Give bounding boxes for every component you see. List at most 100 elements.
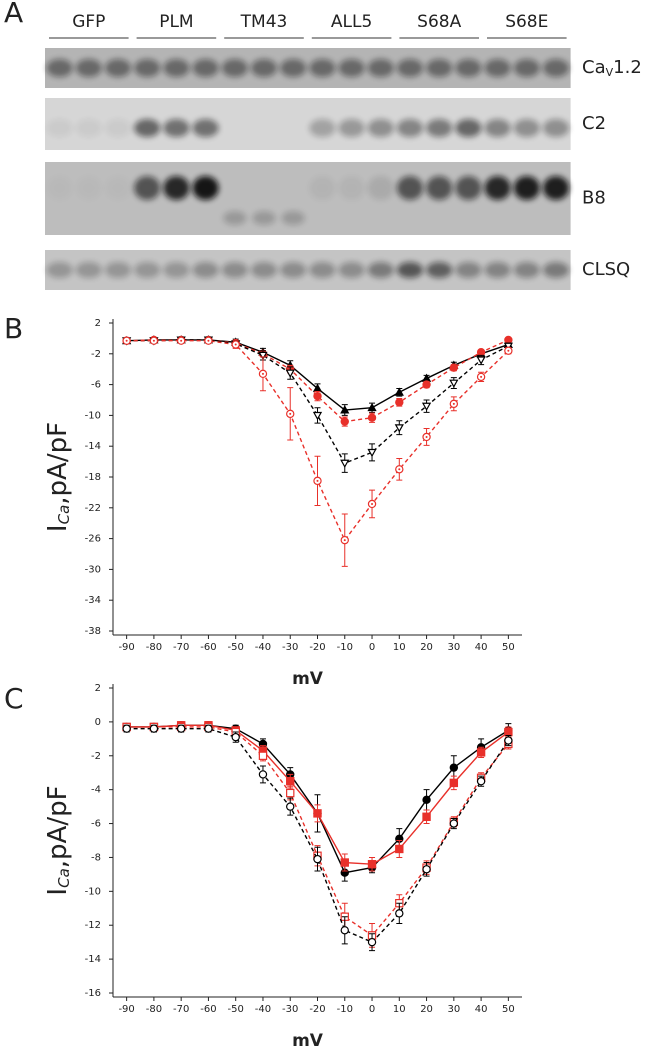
y-tick-label: 0 (95, 717, 101, 728)
x-tick-label: -60 (200, 642, 216, 653)
western-blot: GFP PLM TM43 ALL5 S68A S68E CaV1.2 C2 B8 CLSQ (45, 12, 642, 290)
blot-strip (45, 98, 571, 150)
blot-band (309, 119, 336, 137)
x-tick-label: 0 (369, 1004, 375, 1015)
y-axis-title: ICa,pA/pF (43, 422, 73, 532)
marker (367, 860, 377, 869)
x-tick-label: -20 (309, 642, 325, 653)
panel-label: C (4, 682, 24, 715)
blot-band (163, 176, 190, 200)
blot-band (455, 119, 482, 137)
blot-band (542, 59, 570, 77)
blot-band (134, 262, 161, 278)
y-tick-label: -34 (85, 595, 101, 606)
blot-band (309, 59, 336, 77)
x-tick-label: -50 (228, 1004, 244, 1015)
marker (367, 402, 377, 412)
blot-band (134, 176, 161, 200)
blot-band (105, 176, 131, 200)
row-label-part: CLSQ (582, 259, 630, 280)
x-tick-label: -80 (146, 1004, 162, 1015)
marker (231, 732, 240, 742)
marker (422, 865, 431, 874)
blot-band (367, 262, 394, 278)
y-axis-title-part: I (43, 888, 73, 896)
row-label-part: V (606, 66, 614, 79)
marker (422, 380, 431, 389)
marker (149, 724, 159, 733)
blot-band (46, 262, 73, 278)
group-label: S68E (505, 12, 548, 32)
marker (122, 724, 131, 733)
blot-band (163, 59, 190, 77)
group-label: TM43 (240, 12, 288, 32)
blot-band (75, 59, 102, 77)
blot-band (281, 211, 305, 225)
marker (503, 342, 513, 351)
y-tick-label: -6 (91, 380, 101, 391)
blot-band (484, 59, 511, 77)
x-axis-title: mV (292, 669, 324, 689)
y-tick-label: 2 (95, 318, 101, 329)
marker (367, 937, 377, 947)
marker-dot (398, 468, 401, 471)
x-tick-label: -70 (173, 1004, 189, 1015)
marker (394, 424, 404, 433)
marker (258, 351, 268, 361)
marker-dot (152, 339, 155, 342)
x-tick-label: 20 (420, 1004, 433, 1015)
y-tick-label: -26 (85, 534, 101, 545)
group-label: GFP (72, 12, 105, 32)
marker (395, 844, 404, 854)
marker (449, 778, 459, 788)
marker (395, 398, 404, 407)
group-label: S68A (417, 12, 461, 32)
blot-band (192, 176, 219, 200)
blot-band (338, 59, 365, 77)
x-tick-label: 10 (393, 642, 406, 653)
blot-band (309, 262, 336, 278)
marker (476, 356, 486, 365)
blot-band (338, 176, 365, 200)
iv-chart: C 20-2-4-6-8-10-12-14-16-90 -80 -70 -60 -50 -4… (4, 682, 522, 1050)
marker-dot (207, 339, 210, 342)
blot-band (426, 119, 453, 137)
series-line (126, 340, 509, 542)
marker-dot (261, 372, 264, 375)
series-line (126, 339, 509, 465)
y-axis-title-part: ,pA/pF (43, 422, 73, 505)
marker-dot (480, 375, 483, 378)
blot-band (367, 59, 394, 77)
marker (449, 819, 459, 828)
blot-band (46, 176, 72, 200)
blot-band (252, 211, 276, 225)
panel-label: B (4, 312, 23, 345)
blot-band (250, 262, 278, 278)
blot-band (75, 119, 102, 137)
y-axis-title-part: Ca (55, 868, 73, 888)
panel-label: A (4, 0, 23, 29)
marker (286, 802, 295, 811)
blot-band (221, 262, 248, 278)
y-tick-label: -18 (85, 472, 101, 483)
blot-band (76, 176, 102, 200)
blot-band (104, 119, 132, 137)
marker (476, 748, 486, 757)
blot-band (223, 211, 247, 225)
marker-dot (125, 339, 128, 342)
x-tick-label: 40 (475, 642, 488, 653)
x-tick-label: -90 (118, 1004, 134, 1015)
marker (340, 858, 349, 867)
blot-band (338, 262, 365, 278)
marker (258, 751, 268, 760)
x-tick-label: 30 (447, 642, 460, 653)
marker (449, 379, 459, 388)
marker (449, 363, 459, 372)
y-axis-title-part: I (43, 524, 73, 532)
marker-dot (425, 435, 428, 438)
x-tick-label: 50 (502, 642, 515, 653)
x-tick-label: 30 (447, 1004, 460, 1015)
x-tick-label: 20 (420, 642, 433, 653)
marker (340, 926, 349, 935)
